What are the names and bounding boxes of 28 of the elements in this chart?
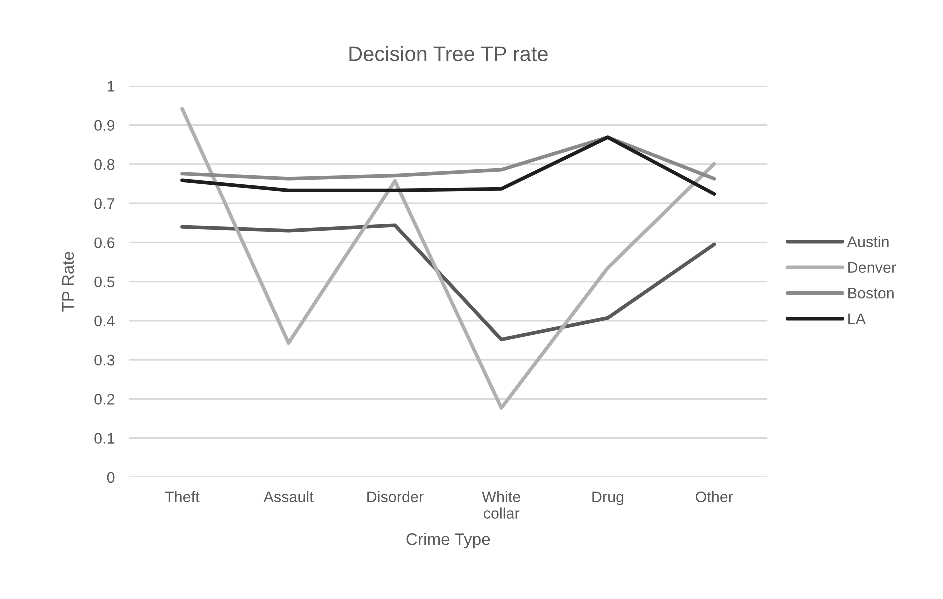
y-tick-label: 0.1	[94, 433, 115, 444]
y-tick-label: 0.4	[94, 316, 115, 327]
y-tick-label: 0.3	[94, 354, 115, 366]
legend-label: Austin	[847, 236, 889, 248]
y-tick-label: 0.5	[94, 276, 115, 288]
y-tick-label: 1	[108, 81, 115, 92]
x-tick-label: Other	[696, 491, 734, 503]
y-tick-label: 0.9	[94, 120, 115, 132]
x-axis-title: Crime Type	[406, 533, 490, 549]
y-axis-title: TP Rate	[62, 252, 74, 312]
legend-label: LA	[848, 314, 866, 324]
chart-title: Decision Tree TP rate	[350, 46, 548, 62]
x-tick-label: Disorder	[368, 491, 424, 503]
line-series	[180, 136, 716, 196]
x-tick-label: Assault	[264, 491, 314, 503]
x-tick-label: Theft	[165, 491, 200, 503]
line-series	[180, 107, 716, 410]
line-series	[180, 136, 716, 181]
y-tick-label: 0.2	[94, 394, 115, 405]
y-tick-label: 0	[107, 472, 115, 484]
line-series	[180, 224, 716, 342]
x-tick-label: White collar	[482, 491, 520, 519]
y-tick-label: 0.8	[94, 159, 115, 170]
legend-label: Boston	[848, 288, 894, 299]
y-tick-label: 0.7	[94, 198, 115, 210]
y-tick-label: 0.6	[94, 238, 115, 248]
legend-label: Denver	[848, 262, 896, 274]
x-tick-label: Drug	[592, 492, 624, 506]
